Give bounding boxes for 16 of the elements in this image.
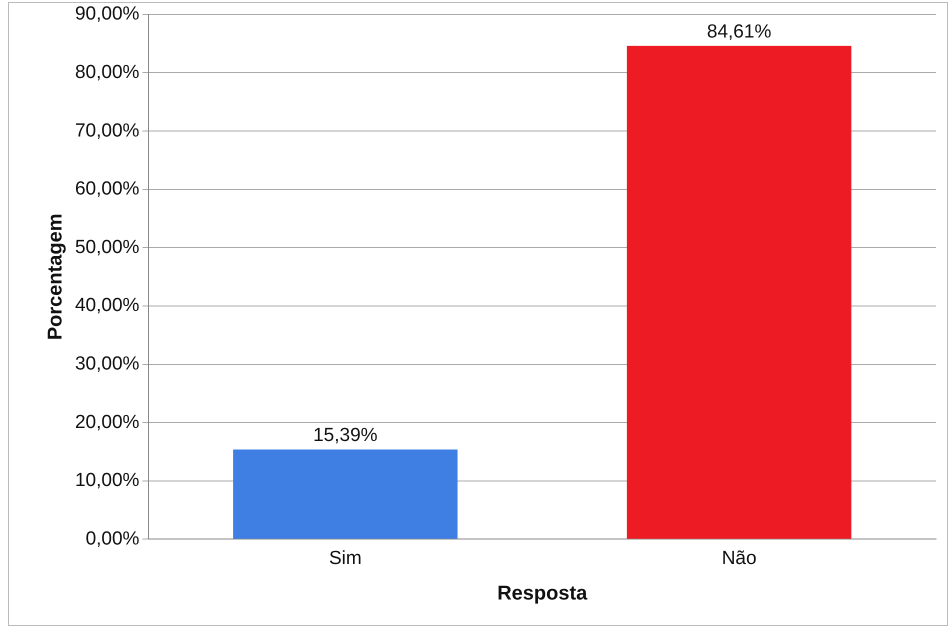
- y-tick-label: 50,00%: [74, 236, 140, 258]
- y-tick-label: 90,00%: [74, 4, 140, 25]
- y-tick-label: 70,00%: [74, 120, 140, 142]
- y-tick-label: 80,00%: [74, 62, 140, 83]
- x-tick-label: Sim: [328, 548, 362, 569]
- y-tick-label: 30,00%: [74, 354, 140, 374]
- data-label: 84,61%: [706, 22, 772, 43]
- y-tick-label: 10,00%: [74, 470, 140, 492]
- y-tick-label: 60,00%: [74, 178, 140, 200]
- y-tick-label: 40,00%: [74, 295, 140, 316]
- y-tick-label: 20,00%: [74, 412, 140, 433]
- y-axis-title: Porcentagem: [44, 213, 67, 340]
- y-tick-label: 0,00%: [86, 528, 140, 550]
- x-tick-label: Não: [722, 548, 757, 569]
- data-label: 15,39%: [313, 425, 378, 446]
- x-axis-title: Resposta: [497, 582, 588, 605]
